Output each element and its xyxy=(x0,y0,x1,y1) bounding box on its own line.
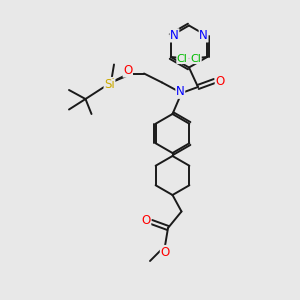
Text: O: O xyxy=(160,245,169,259)
Text: Cl: Cl xyxy=(177,53,188,64)
Text: Si: Si xyxy=(104,77,115,91)
Text: O: O xyxy=(215,74,224,88)
Text: O: O xyxy=(123,64,132,77)
Text: N: N xyxy=(199,29,208,42)
Text: N: N xyxy=(176,85,185,98)
Text: Cl: Cl xyxy=(190,53,201,64)
Text: O: O xyxy=(142,214,151,227)
Text: N: N xyxy=(170,29,179,42)
